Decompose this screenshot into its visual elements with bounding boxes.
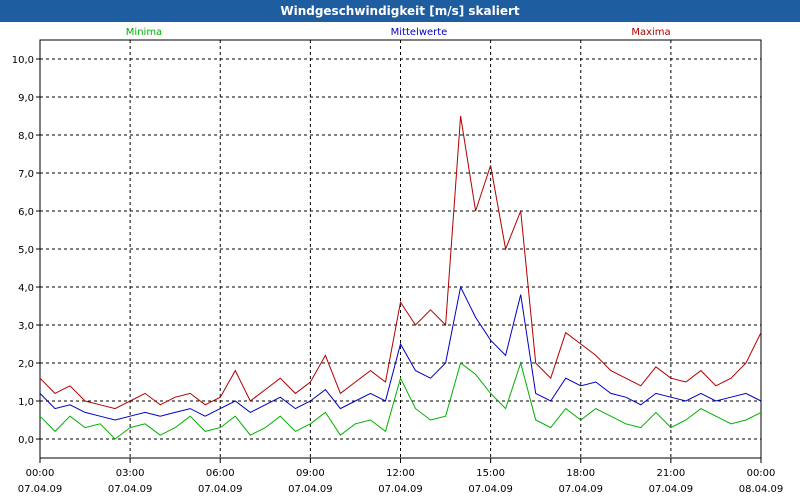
y-tick-label: 6,0 [18,207,34,218]
y-tick-label: 1,0 [18,397,34,408]
y-tick-label: 10,0 [12,55,34,66]
y-tick-label: 3,0 [18,321,34,332]
legend-maxima: Maxima [631,27,670,38]
x-tick-date: 07.04.09 [18,484,63,495]
x-tick-time: 00:00 [747,468,776,479]
x-tick-date: 07.04.09 [108,484,153,495]
series-line-minima [39,361,762,440]
series-line-maxima [39,115,762,410]
x-tick-time: 06:00 [206,468,235,479]
y-tick-label: 8,0 [18,131,34,142]
y-tick-label: 5,0 [18,245,34,256]
x-tick-date: 07.04.09 [649,484,694,495]
y-tick-label: 0,0 [18,435,34,446]
series-lines [39,115,762,440]
x-tick-date: 07.04.09 [558,484,603,495]
x-tick-time: 18:00 [566,468,595,479]
x-tick-time: 21:00 [656,468,685,479]
series-line-mittelwerte [39,285,762,421]
x-tick-date: 07.04.09 [288,484,333,495]
y-tick-label: 2,0 [18,359,34,370]
x-tick-time: 00:00 [26,468,55,479]
y-axis-ticks: 0,0 1,0 2,0 3,0 4,0 5,0 6,0 7,0 8,0 9,0 10,0 [12,55,40,446]
wind-speed-chart: 0,0 1,0 2,0 3,0 4,0 5,0 6,0 7,0 8,0 9,0 10,0 00:00… [0,22,800,500]
legend-mittelwerte: Mittelwerte [391,27,448,38]
grid [39,40,762,458]
legend-minima: Minima [126,27,162,38]
x-tick-time: 09:00 [296,468,325,479]
legend: Minima Mittelwerte Maxima [126,27,671,38]
window-title: Windgeschwindigkeit [m/s] skaliert [0,0,800,22]
x-tick-date: 08.04.09 [739,484,784,495]
y-tick-label: 7,0 [18,169,34,180]
x-tick-time: 12:00 [386,468,415,479]
x-tick-time: 15:00 [476,468,505,479]
x-tick-date: 07.04.09 [468,484,513,495]
x-tick-date: 07.04.09 [378,484,423,495]
y-tick-label: 4,0 [18,283,34,294]
y-tick-label: 9,0 [18,93,34,104]
x-axis-ticks: 00:00 07.04.09 03:00 07.04.09 06:00 07.04.09 0… [18,458,784,495]
x-tick-time: 03:00 [116,468,145,479]
x-tick-date: 07.04.09 [198,484,243,495]
